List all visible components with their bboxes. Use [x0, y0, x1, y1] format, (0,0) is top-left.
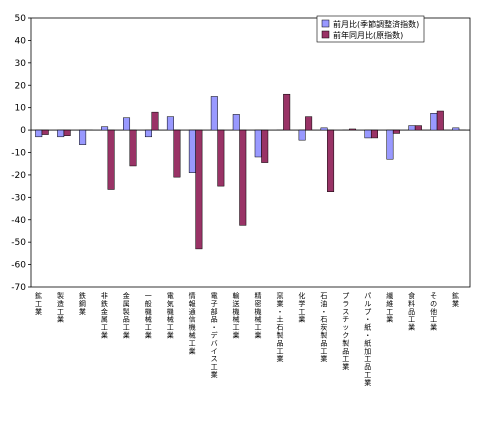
- bar-mom: [254, 129, 262, 158]
- legend-label-mom: 前月比(季節調整済指数): [333, 19, 419, 29]
- bar-mom: [101, 126, 109, 131]
- bar-mom: [188, 129, 196, 173]
- category-labels: 鉱工業 製造工業 鉄鋼業 非鉄金属工業 金属製品工業 一般機械工業 電気機械工業 情報通信機械…: [35, 291, 459, 387]
- bar-mom: [320, 127, 328, 131]
- bar-mom: [123, 117, 131, 131]
- bar-yoy: [261, 129, 269, 163]
- bar-mom: [166, 116, 174, 131]
- y-tick-label: 40: [15, 36, 27, 46]
- category-label: 鉱業: [452, 291, 459, 308]
- y-tick-label: 30: [15, 59, 27, 69]
- category-label: 金属製品工業: [123, 291, 130, 340]
- y-tick-label: -70: [11, 283, 26, 293]
- y-tick-labels: 50 40 30 20 10 0 -10 -20 -30 -40 -50 -60 -70: [11, 14, 26, 293]
- bar-mom: [210, 96, 218, 131]
- y-tick-label: 0: [20, 126, 26, 136]
- legend-label-yoy: 前年同月比(原指数): [333, 30, 403, 40]
- y-tick-label: 20: [15, 81, 27, 91]
- y-tick-label: -30: [11, 193, 26, 203]
- bar-mom: [79, 129, 87, 145]
- bar-yoy: [370, 129, 378, 139]
- legend-box: [316, 15, 425, 43]
- category-label: 窯業・土石製品工業: [276, 291, 283, 363]
- bar-mom: [452, 127, 460, 131]
- bar-mom: [232, 114, 240, 131]
- category-label: 鉄鋼業: [79, 291, 86, 316]
- legend-swatch-mom: [321, 19, 330, 28]
- bar-yoy: [151, 111, 159, 131]
- category-label: その他工業: [430, 292, 437, 332]
- bar-yoy: [305, 116, 313, 131]
- bar-yoy: [283, 93, 291, 131]
- category-label: 石油・石炭製品工業: [320, 292, 327, 363]
- y-tick-label: 10: [15, 104, 27, 114]
- bar-yoy: [349, 128, 357, 131]
- bar-yoy: [239, 129, 247, 226]
- category-label: 一般機械工業: [145, 292, 152, 340]
- bar-yoy: [173, 129, 181, 178]
- plot-area: [30, 17, 471, 288]
- category-label: 電気機械工業: [167, 292, 174, 340]
- bar-mom: [364, 129, 372, 139]
- category-label: 情報通信機械工業: [189, 291, 196, 355]
- category-label: 食料品工業: [408, 291, 415, 332]
- category-label: 繊維工業: [386, 291, 393, 324]
- y-tick-label: -50: [11, 238, 26, 248]
- bar-yoy: [41, 129, 49, 135]
- bar-mom: [408, 125, 416, 131]
- category-label: 輸送機械工業: [233, 291, 240, 340]
- category-label: 製造工業: [57, 291, 64, 324]
- category-label: パルプ・紙・紙加工品工業: [364, 292, 371, 387]
- category-label: 化学工業: [298, 291, 305, 324]
- bar-yoy: [436, 110, 444, 131]
- bar-mom: [430, 113, 438, 131]
- bar-yoy: [217, 129, 225, 187]
- bar-yoy: [327, 129, 335, 192]
- bar-yoy: [392, 129, 400, 134]
- bar-yoy: [195, 129, 203, 250]
- bar-mom: [35, 129, 43, 138]
- y-tick-label: -20: [11, 171, 26, 181]
- legend: 前月比(季節調整済指数) 前年同月比(原指数): [316, 15, 425, 43]
- bar-yoy: [107, 129, 115, 190]
- category-label: 鉱工業: [35, 291, 42, 316]
- category-label: 非鉄金属工業: [101, 291, 108, 340]
- y-tick-label: -10: [11, 149, 26, 159]
- category-label: 精密機械工業: [255, 291, 262, 340]
- y-tick-label: -40: [11, 216, 26, 226]
- bar-yoy: [129, 129, 137, 167]
- y-tick-label: -60: [11, 261, 26, 271]
- y-tick-label: 50: [15, 14, 27, 24]
- category-label: 電子部品・デバイス工業: [211, 292, 218, 379]
- legend-swatch-yoy: [321, 30, 330, 39]
- category-label: プラスチック製品工業: [342, 292, 349, 371]
- bar-mom: [298, 129, 306, 141]
- bar-mom: [386, 129, 394, 160]
- bars: [35, 93, 466, 250]
- bar-mom: [144, 129, 152, 138]
- bar-yoy: [63, 129, 71, 136]
- bar-yoy: [414, 125, 422, 131]
- axes: [28, 17, 471, 288]
- bar-mom: [57, 129, 65, 138]
